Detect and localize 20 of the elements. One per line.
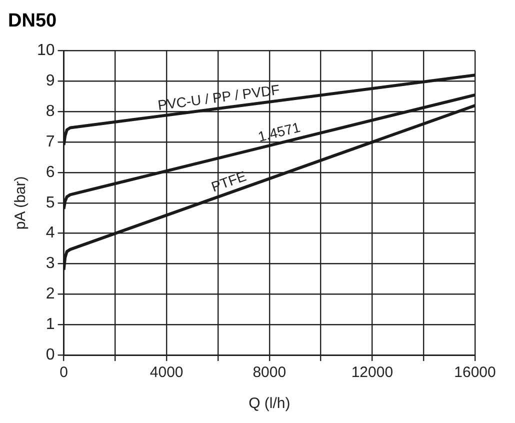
x-tick-label: 0 xyxy=(60,364,68,382)
x-tick-label: 16000 xyxy=(454,364,496,382)
y-tick-label: 5 xyxy=(46,194,55,212)
y-tick-label: 10 xyxy=(37,42,55,60)
y-tick-label: 8 xyxy=(46,103,55,120)
y-axis-title: pA (bar) xyxy=(12,176,30,230)
y-tick-label: 0 xyxy=(46,346,55,364)
y-tick-label: 6 xyxy=(46,164,55,181)
y-tick-label: 2 xyxy=(46,286,55,303)
y-tick-label: 9 xyxy=(46,72,55,90)
chart-title: DN50 xyxy=(8,10,57,32)
y-tick-label: 3 xyxy=(46,255,55,272)
y-tick-label: 4 xyxy=(46,224,55,242)
x-tick-label: 12000 xyxy=(351,364,394,382)
x-axis-title: Q (l/h) xyxy=(248,395,290,412)
x-tick-label: 8000 xyxy=(252,364,286,382)
x-tick-label: 4000 xyxy=(150,364,184,382)
y-tick-label: 1 xyxy=(46,316,55,333)
y-tick-label: 7 xyxy=(46,133,55,150)
text: 1.4571 xyxy=(256,118,302,145)
